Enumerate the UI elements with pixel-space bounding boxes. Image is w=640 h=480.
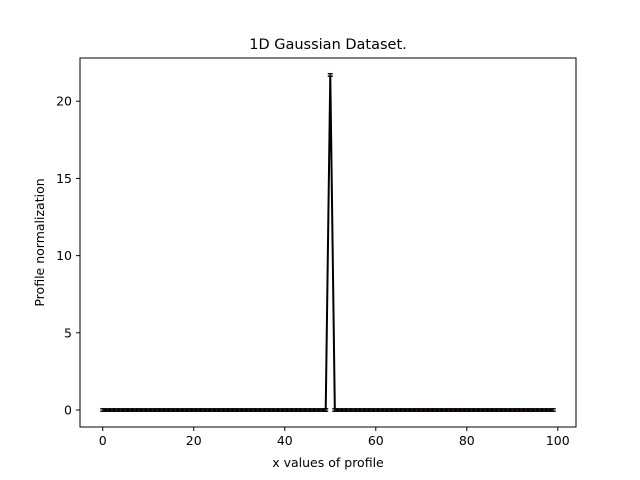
y-tick-label: 20 xyxy=(56,94,72,109)
series-line xyxy=(102,74,554,412)
chart-title: 1D Gaussian Dataset. xyxy=(249,37,407,53)
y-tick-label: 5 xyxy=(64,325,72,340)
x-axis-label: x values of profile xyxy=(272,455,384,470)
x-tick-label: 60 xyxy=(368,433,384,448)
y-axis: 0 5 10 15 20 xyxy=(56,94,80,418)
x-tick-label: 100 xyxy=(546,433,570,448)
y-tick-label: 15 xyxy=(56,171,72,186)
plot-area xyxy=(100,73,556,412)
x-tick-label: 40 xyxy=(277,433,293,448)
axes-frame xyxy=(79,57,577,428)
x-tick-label: 0 xyxy=(99,433,107,448)
y-axis-label: Profile normalization xyxy=(32,178,47,306)
y-tick-label: 10 xyxy=(56,248,72,263)
y-tick-label: 0 xyxy=(64,403,72,418)
x-tick-label: 20 xyxy=(186,433,202,448)
x-axis: 0 20 40 60 80 100 xyxy=(99,427,570,448)
x-tick-label: 80 xyxy=(459,433,475,448)
